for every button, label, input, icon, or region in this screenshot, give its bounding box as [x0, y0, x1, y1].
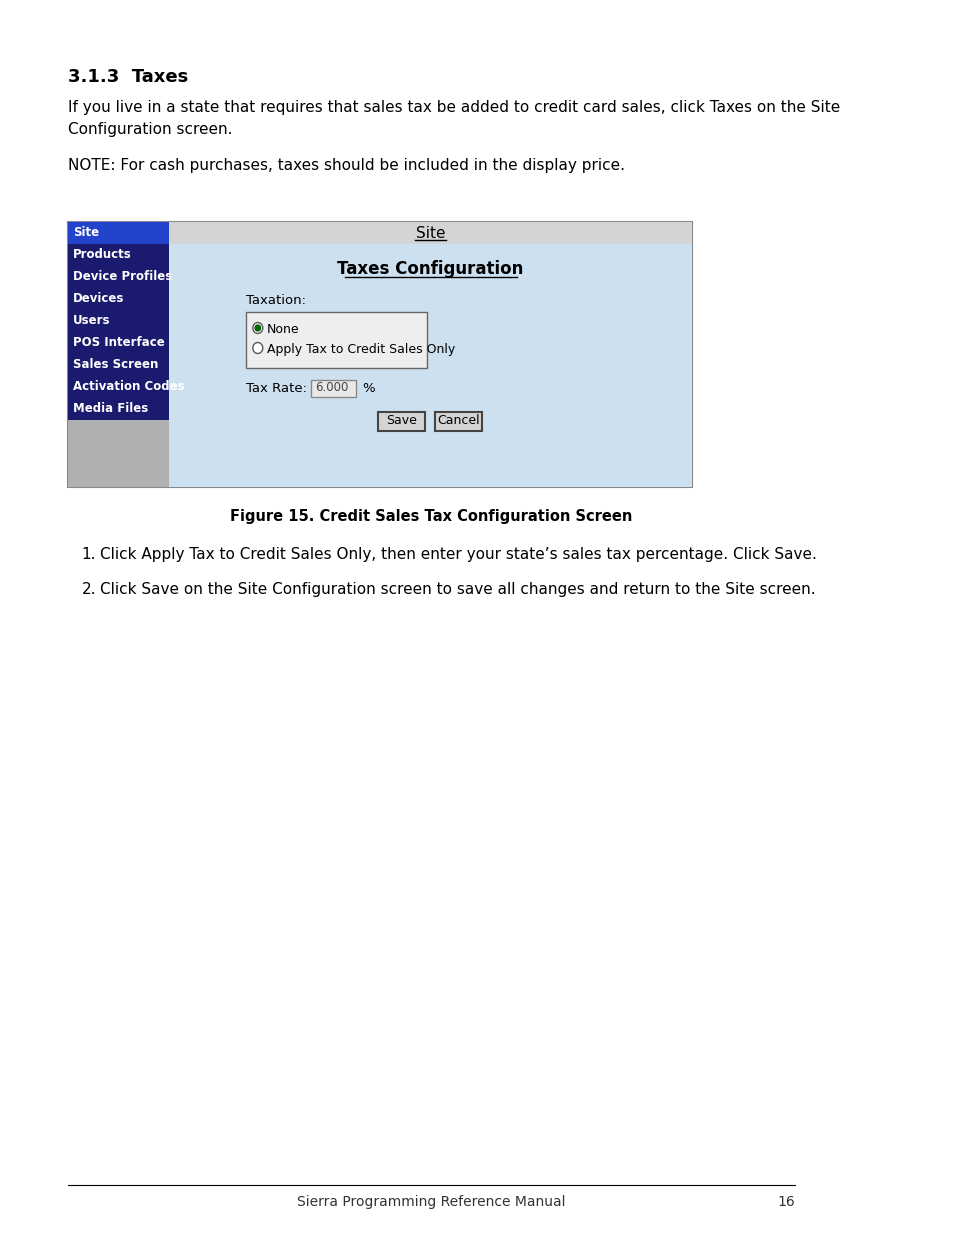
Text: Sales Screen: Sales Screen: [73, 358, 158, 370]
FancyBboxPatch shape: [435, 412, 481, 431]
Text: Tax Rate:: Tax Rate:: [246, 382, 307, 395]
Text: Click Apply Tax to Credit Sales Only, then enter your state’s sales tax percenta: Click Apply Tax to Credit Sales Only, th…: [99, 547, 816, 562]
Text: None: None: [267, 324, 299, 336]
Text: %: %: [361, 382, 375, 395]
FancyBboxPatch shape: [68, 288, 169, 310]
Text: Click Save on the Site Configuration screen to save all changes and return to th: Click Save on the Site Configuration scr…: [99, 582, 814, 597]
Circle shape: [254, 325, 260, 331]
FancyBboxPatch shape: [68, 375, 169, 398]
Text: POS Interface: POS Interface: [73, 336, 165, 350]
FancyBboxPatch shape: [68, 222, 691, 487]
FancyBboxPatch shape: [246, 312, 427, 368]
Text: Products: Products: [73, 248, 132, 261]
Text: Site: Site: [73, 226, 99, 240]
FancyBboxPatch shape: [68, 245, 169, 266]
Text: Devices: Devices: [73, 291, 125, 305]
FancyBboxPatch shape: [68, 398, 169, 420]
FancyBboxPatch shape: [377, 412, 425, 431]
Text: Media Files: Media Files: [73, 403, 149, 415]
Text: Apply Tax to Credit Sales Only: Apply Tax to Credit Sales Only: [267, 343, 455, 356]
FancyBboxPatch shape: [68, 332, 169, 354]
Text: Users: Users: [73, 314, 111, 327]
FancyBboxPatch shape: [68, 354, 169, 375]
FancyBboxPatch shape: [68, 420, 169, 487]
Text: 2.: 2.: [81, 582, 96, 597]
Text: Device Profiles: Device Profiles: [73, 270, 172, 283]
Text: NOTE: For cash purchases, taxes should be included in the display price.: NOTE: For cash purchases, taxes should b…: [68, 158, 624, 173]
FancyBboxPatch shape: [68, 310, 169, 332]
FancyBboxPatch shape: [169, 245, 691, 487]
Text: Figure 15. Credit Sales Tax Configuration Screen: Figure 15. Credit Sales Tax Configuratio…: [230, 509, 632, 524]
Text: Taxation:: Taxation:: [246, 294, 306, 308]
Text: Taxes Configuration: Taxes Configuration: [337, 261, 523, 278]
Text: 6.000: 6.000: [314, 382, 348, 394]
FancyBboxPatch shape: [68, 266, 169, 288]
Text: Save: Save: [386, 414, 416, 427]
FancyBboxPatch shape: [68, 222, 169, 245]
Text: Sierra Programming Reference Manual: Sierra Programming Reference Manual: [297, 1195, 565, 1209]
Circle shape: [253, 322, 262, 333]
Circle shape: [253, 342, 262, 353]
Text: 16: 16: [777, 1195, 794, 1209]
Text: Activation Codes: Activation Codes: [73, 380, 185, 393]
FancyBboxPatch shape: [311, 380, 356, 396]
Text: If you live in a state that requires that sales tax be added to credit card sale: If you live in a state that requires tha…: [68, 100, 840, 137]
Text: 3.1.3  Taxes: 3.1.3 Taxes: [68, 68, 188, 86]
Text: Cancel: Cancel: [436, 414, 479, 427]
Text: 1.: 1.: [81, 547, 96, 562]
FancyBboxPatch shape: [169, 222, 691, 245]
Text: Site: Site: [416, 226, 445, 241]
